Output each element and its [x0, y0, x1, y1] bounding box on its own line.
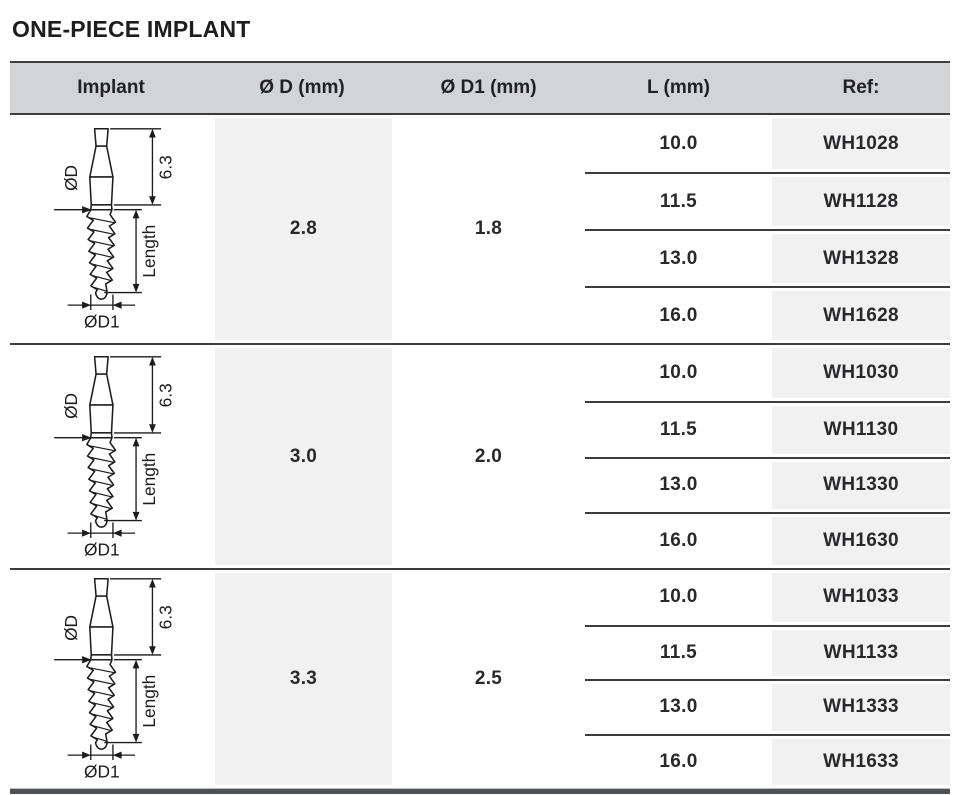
ref-cell: WH1328 [772, 229, 950, 286]
length-value: 13.0 [659, 474, 698, 496]
ref-value: WH1128 [823, 190, 899, 212]
diameter-d1-value: 1.8 [474, 218, 503, 239]
length-value: 11.5 [659, 418, 698, 440]
length-cell: 16.0 [585, 286, 772, 343]
table-bottom-bar [10, 788, 950, 794]
diameter-d1-cell: 2.0 [392, 345, 585, 568]
length-value: 16.0 [659, 530, 698, 552]
implant-diagram [29, 351, 193, 563]
diameter-d1-value: 2.0 [474, 445, 503, 467]
ref-value: WH1630 [823, 530, 899, 552]
diameter-d1-cell: 1.8 [392, 115, 585, 343]
ref-cell: WH1330 [772, 456, 950, 513]
ref-cell: WH1628 [772, 286, 950, 343]
length-cell: 10.0 [585, 345, 772, 401]
diameter-d-cell: 3.3 [212, 570, 392, 788]
implant-group-2-8: 2.8 1.8 10.0 WH1028 11.5 WH1128 13.0 WH1… [10, 115, 950, 343]
diameter-d-value: 2.8 [289, 218, 318, 239]
implant-diagram-cell [10, 570, 212, 788]
ref-cell: WH1630 [772, 512, 950, 568]
ref-cell: WH1133 [772, 624, 950, 680]
ref-value: WH1330 [823, 474, 899, 496]
table-header-row: Implant Ø D (mm) Ø D1 (mm) L (mm) Ref: [10, 63, 950, 115]
ref-cell: WH1128 [772, 172, 950, 229]
length-cell: 16.0 [585, 733, 772, 788]
length-value: 10.0 [659, 132, 698, 154]
length-cell: 11.5 [585, 172, 772, 229]
length-cell: 13.0 [585, 456, 772, 513]
length-cell: 11.5 [585, 624, 772, 679]
length-value: 10.0 [659, 586, 698, 608]
ref-value: WH1030 [823, 361, 899, 383]
length-value: 11.5 [659, 641, 698, 663]
ref-cell: WH1333 [772, 679, 950, 734]
implant-group-3-3: 3.3 2.5 10.0 WH1033 11.5 WH1133 13.0 WH1… [10, 568, 950, 788]
ref-value: WH1333 [823, 696, 899, 718]
diameter-d-value: 3.3 [289, 668, 318, 689]
length-value: 16.0 [659, 750, 698, 772]
length-cell: 10.0 [585, 570, 772, 625]
diameter-d-value: 3.0 [289, 445, 318, 467]
diameter-d1-cell: 2.5 [392, 570, 585, 788]
ref-value: WH1133 [823, 641, 899, 663]
implant-diagram [29, 123, 193, 335]
ref-value: WH1028 [823, 132, 899, 154]
column-header-length: L (mm) [647, 77, 710, 98]
ref-value: WH1628 [823, 304, 899, 326]
column-header-diameter-d1: Ø D1 (mm) [440, 77, 537, 98]
length-value: 13.0 [659, 247, 698, 269]
implant-diagram-cell [10, 345, 212, 568]
ref-cell: WH1033 [772, 570, 950, 625]
length-cell: 13.0 [585, 229, 772, 286]
length-cell: 10.0 [585, 115, 772, 172]
ref-value: WH1633 [823, 750, 899, 772]
implant-diagram [29, 573, 193, 785]
ref-cell: WH1633 [772, 733, 950, 789]
ref-cell: WH1130 [772, 400, 950, 457]
implant-group-3-0: 3.0 2.0 10.0 WH1030 11.5 WH1130 13.0 WH1… [10, 343, 950, 568]
ref-cell: WH1030 [772, 345, 950, 401]
length-value: 10.0 [659, 361, 698, 383]
length-cell: 16.0 [585, 512, 772, 568]
implant-spec-table: Implant Ø D (mm) Ø D1 (mm) L (mm) Ref: 2… [10, 61, 950, 794]
column-header-implant: Implant [77, 77, 145, 98]
length-value: 16.0 [659, 304, 698, 326]
column-header-diameter-d: Ø D (mm) [259, 77, 345, 98]
ref-cell: WH1028 [772, 115, 950, 172]
length-cell: 11.5 [585, 400, 772, 457]
diameter-d1-value: 2.5 [474, 668, 503, 689]
ref-value: WH1328 [823, 247, 899, 269]
length-value: 11.5 [659, 190, 698, 212]
page-title: ONE-PIECE IMPLANT [12, 16, 251, 42]
diameter-d-cell: 2.8 [212, 115, 392, 343]
ref-value: WH1130 [823, 418, 899, 440]
ref-value: WH1033 [823, 586, 899, 608]
length-value: 13.0 [659, 696, 698, 718]
length-cell: 13.0 [585, 679, 772, 734]
diameter-d-cell: 3.0 [212, 345, 392, 568]
implant-diagram-cell [10, 115, 212, 343]
column-header-ref: Ref: [842, 77, 880, 98]
